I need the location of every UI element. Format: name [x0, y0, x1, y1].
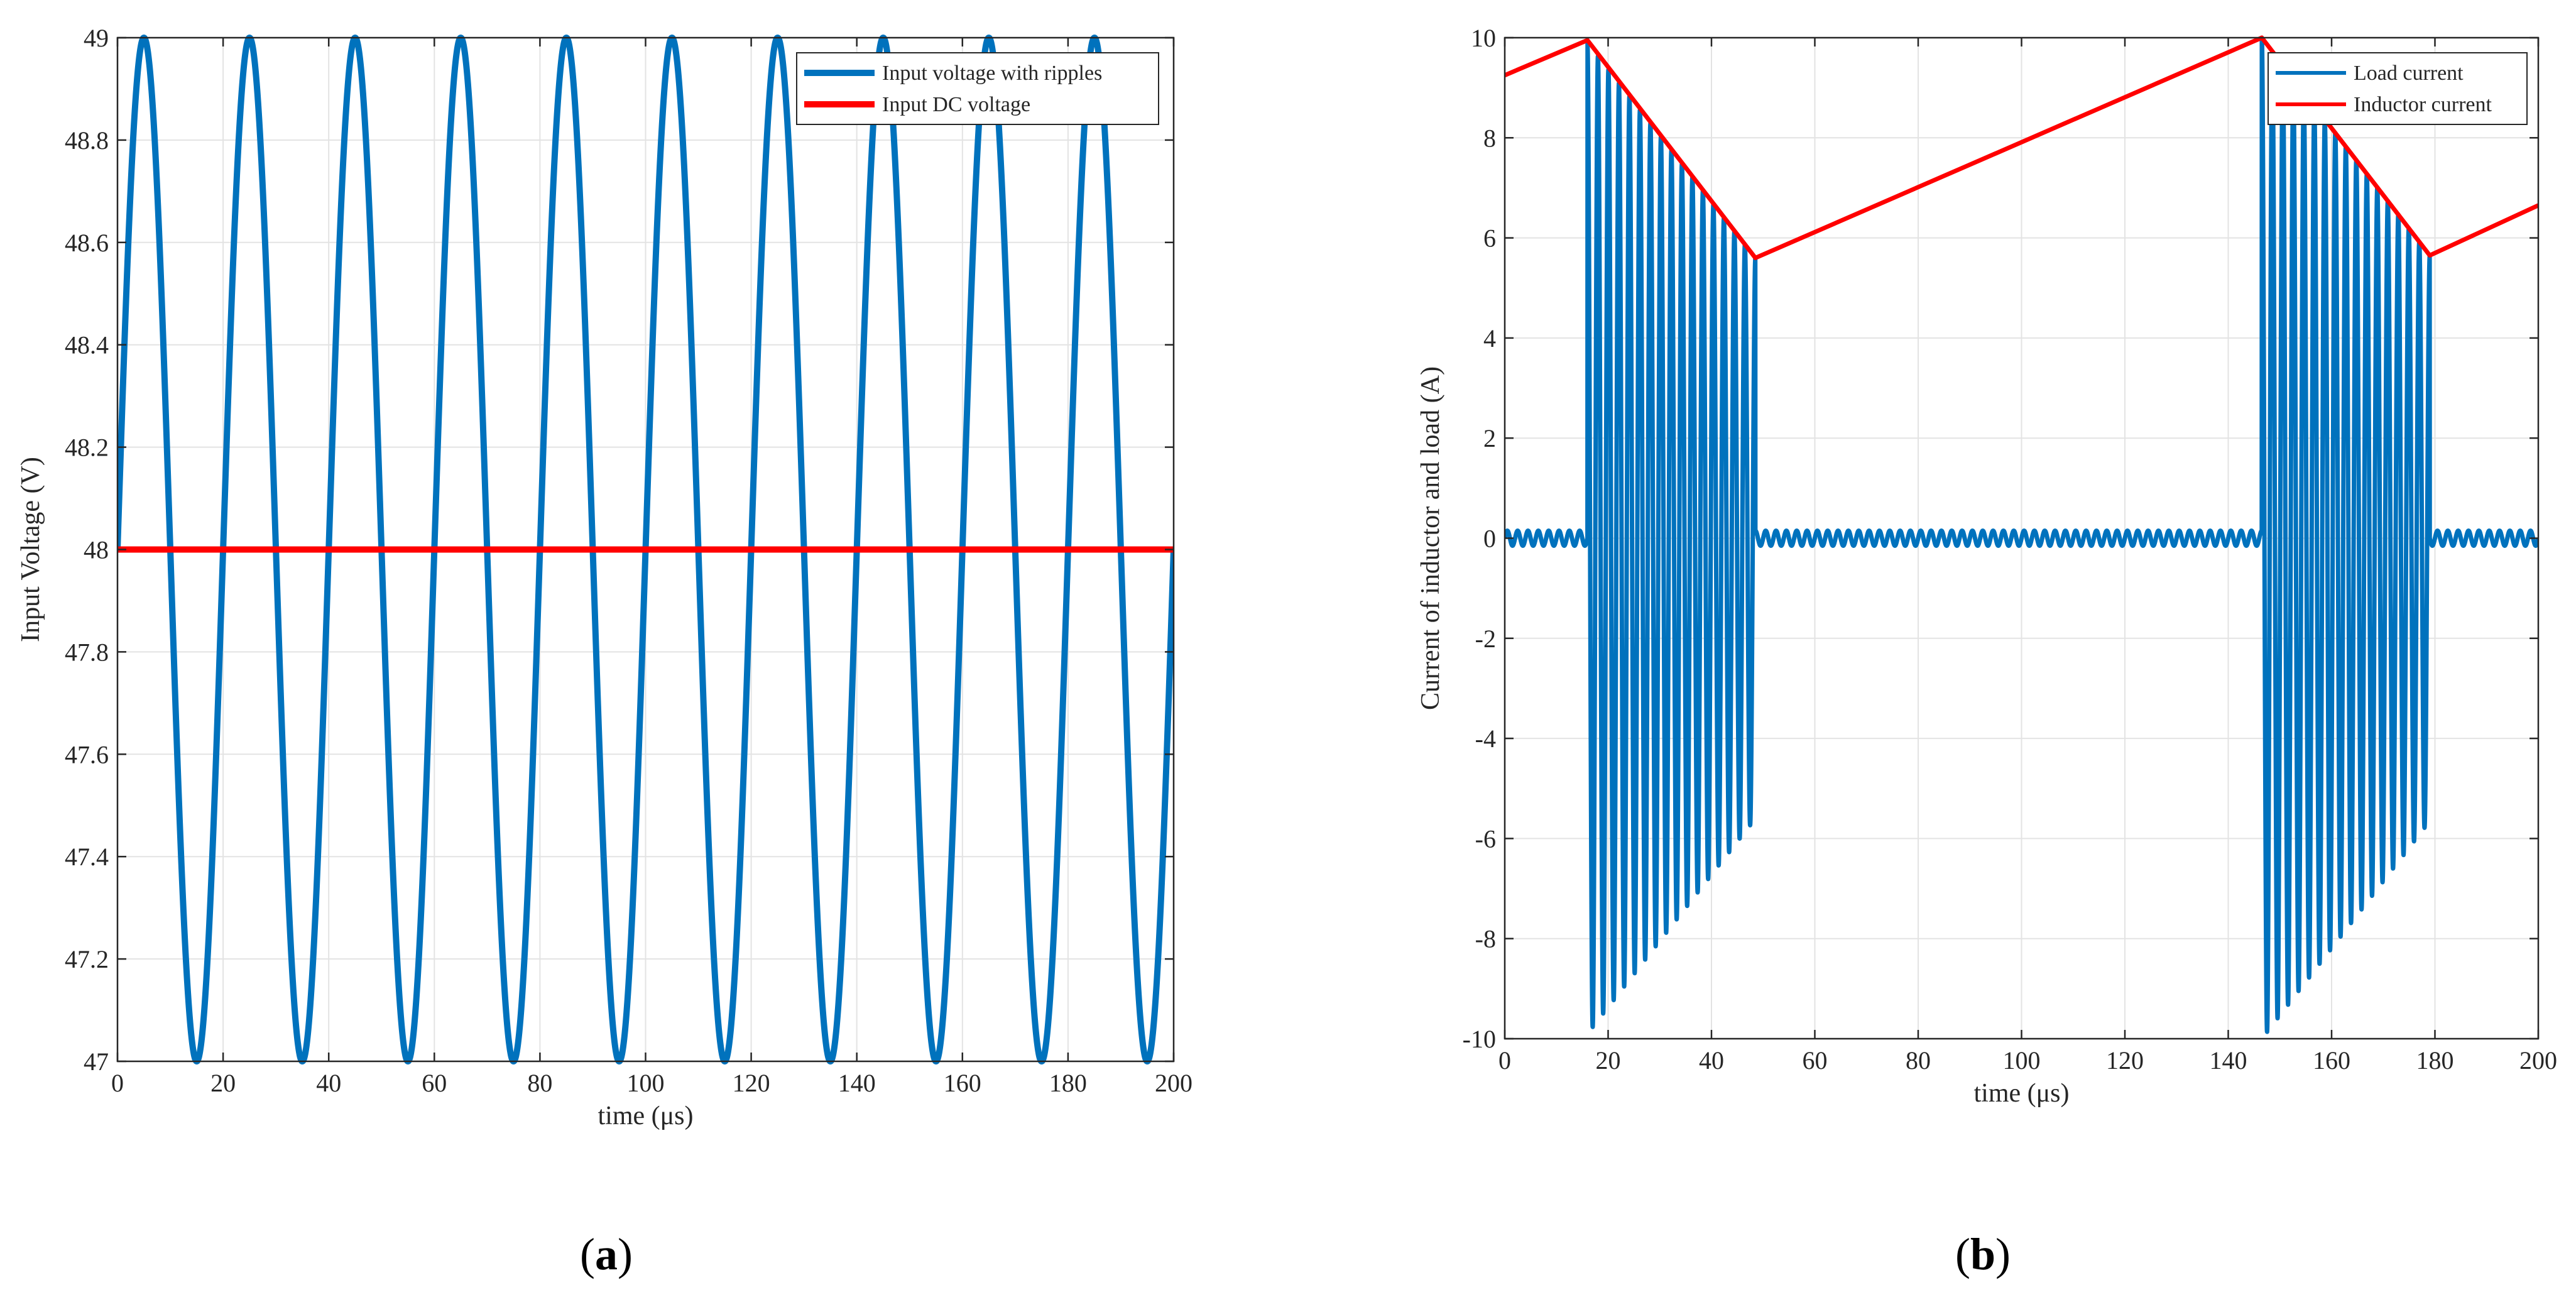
y-tick-label: 4 [1483, 324, 1496, 353]
y-axis-label: Current of inductor and load (A) [1416, 366, 1445, 710]
y-tick-label: 48.4 [65, 331, 109, 359]
x-axis-label: time (μs) [598, 1102, 694, 1130]
x-tick-label: 200 [2519, 1046, 2557, 1075]
x-tick-label: 140 [838, 1069, 876, 1097]
x-tick-label: 180 [2416, 1046, 2454, 1075]
y-tick-label: 47.2 [65, 945, 109, 973]
legend-box [2268, 52, 2528, 125]
x-tick-label: 120 [2106, 1046, 2144, 1075]
y-tick-label: -10 [1463, 1025, 1496, 1053]
x-tick-label: 120 [733, 1069, 770, 1097]
y-tick-label: 6 [1483, 224, 1496, 253]
y-tick-label: 48.8 [65, 126, 109, 155]
legend-label-2: Inductor current [2354, 93, 2492, 116]
x-tick-label: 60 [422, 1069, 447, 1097]
y-tick-label: 0 [1483, 525, 1496, 553]
x-tick-label: 160 [944, 1069, 981, 1097]
chart-a: 0 20 40 60 80 100 120 140 160 180 200 47 47.2 47.4 47.… [16, 24, 1192, 1279]
series-line-2 [1505, 35, 2538, 260]
x-axis-label: time (μs) [1974, 1079, 2070, 1108]
chart-b: 0 20 40 60 80 100 120 140 160 180 200 -10 -8 -6 -4 -2 0 2… [1416, 24, 2557, 1279]
x-tick-label: 100 [2003, 1046, 2041, 1075]
y-tick-label: 47.6 [65, 740, 109, 769]
x-tick-label: 0 [111, 1069, 124, 1097]
legend: Load current Inductor current [2268, 52, 2528, 125]
y-tick-label: 47.4 [65, 843, 109, 871]
x-tick-label: 160 [2313, 1046, 2350, 1075]
series-line-1 [1505, 35, 2538, 1034]
y-tick-label: 8 [1483, 124, 1496, 152]
y-axis-label: Input Voltage (V) [16, 457, 45, 642]
y-tick-label: 48.6 [65, 229, 109, 257]
legend-label-1: Input voltage with ripples [882, 62, 1102, 85]
y-tick-label: 48 [84, 536, 109, 564]
y-tick-label: -2 [1475, 625, 1496, 653]
x-tick-label: 0 [1498, 1046, 1511, 1075]
legend-label-2: Input DC voltage [882, 93, 1030, 116]
legend-label-1: Load current [2354, 62, 2464, 85]
y-tick-label: 2 [1483, 424, 1496, 452]
y-tick-label: 10 [1471, 24, 1496, 52]
legend-box [796, 52, 1159, 125]
x-tick-label: 40 [1699, 1046, 1724, 1075]
y-tick-label: -4 [1475, 725, 1496, 753]
x-tick-label: 60 [1803, 1046, 1828, 1075]
x-tick-label: 200 [1155, 1069, 1192, 1097]
x-tick-label: 140 [2210, 1046, 2247, 1075]
y-tick-label: 48.2 [65, 434, 109, 462]
y-tick-label: -8 [1475, 925, 1496, 953]
x-tick-label: 80 [1906, 1046, 1931, 1075]
x-tick-label: 20 [210, 1069, 236, 1097]
y-tick-label: 47 [84, 1048, 109, 1076]
x-tick-label: 180 [1049, 1069, 1087, 1097]
x-tick-label: 40 [316, 1069, 341, 1097]
panel-label: (a) [580, 1229, 633, 1279]
y-tick-label: 47.8 [65, 638, 109, 666]
x-tick-label: 20 [1596, 1046, 1621, 1075]
y-tick-label: 49 [84, 24, 109, 52]
y-tick-label: -6 [1475, 824, 1496, 853]
x-tick-label: 80 [527, 1069, 552, 1097]
panel-label: (b) [1955, 1229, 2011, 1279]
legend: Input voltage with ripples Input DC volta… [796, 52, 1159, 125]
x-tick-label: 100 [627, 1069, 665, 1097]
